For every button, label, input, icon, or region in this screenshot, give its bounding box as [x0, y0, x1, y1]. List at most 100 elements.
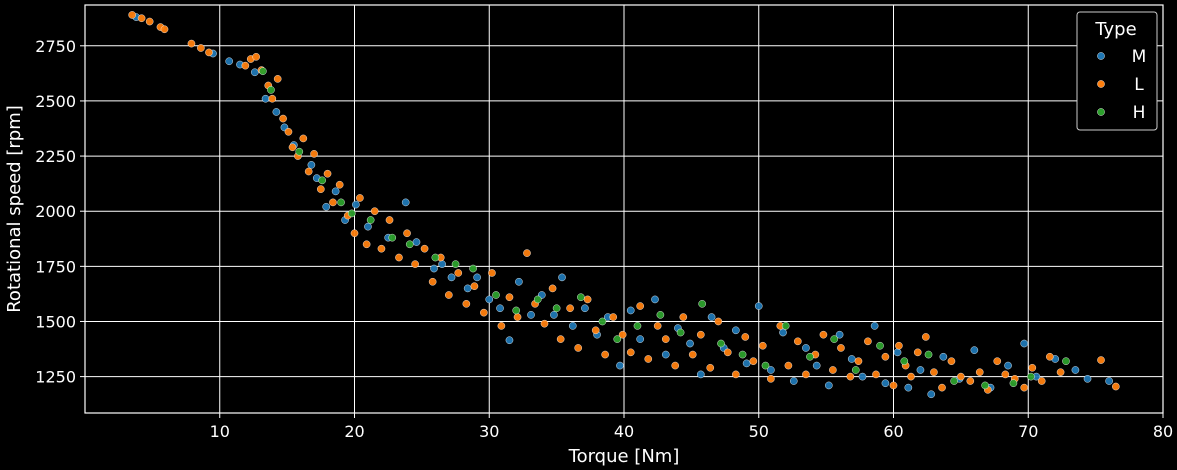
data-point-L: [304, 167, 313, 176]
data-point-L: [930, 368, 938, 377]
data-point-L: [505, 293, 514, 302]
legend: Type MLH: [1076, 11, 1158, 131]
data-point-L: [1037, 377, 1046, 385]
data-point-L: [1056, 368, 1065, 377]
legend-entries: MLH: [1097, 47, 1146, 123]
data-point-L: [819, 330, 828, 339]
data-point-L: [618, 330, 627, 339]
data-point-L: [513, 313, 522, 321]
y-tick-label: 1750: [35, 257, 76, 276]
data-point-H: [851, 366, 860, 374]
data-point-M: [626, 306, 635, 315]
y-tick-label: 2000: [35, 202, 76, 221]
data-point-M: [1020, 339, 1029, 348]
data-point-L: [938, 383, 946, 392]
data-point-L: [913, 348, 922, 357]
data-point-M: [939, 352, 948, 361]
data-point-L: [574, 344, 582, 352]
data-point-L: [583, 295, 592, 304]
data-point-M: [616, 361, 624, 370]
data-point-L: [1028, 363, 1037, 372]
data-point-M: [527, 311, 535, 319]
data-point-L: [609, 313, 618, 321]
data-point-L: [335, 180, 344, 189]
data-point-L: [356, 194, 364, 202]
data-point-L: [145, 17, 154, 26]
data-point-M: [812, 361, 821, 370]
data-point-L: [197, 44, 205, 52]
data-point-H: [761, 361, 770, 370]
data-point-H: [656, 311, 665, 319]
data-point-M: [767, 366, 775, 374]
data-point-L: [723, 348, 732, 357]
data-point-M: [651, 295, 659, 304]
x-tick-label: 40: [614, 422, 634, 441]
data-point-L: [829, 366, 837, 374]
data-point-L: [1001, 370, 1010, 379]
data-point-M: [412, 238, 421, 246]
data-point-L: [362, 240, 371, 249]
data-point-L: [1020, 383, 1029, 392]
legend-box: [1076, 11, 1158, 131]
data-point-M: [825, 381, 833, 390]
data-point-L: [187, 39, 196, 48]
data-point-M: [870, 322, 879, 330]
data-point-L: [273, 75, 282, 83]
data-point-H: [552, 304, 561, 313]
data-point-L: [591, 326, 600, 335]
data-point-H: [876, 341, 884, 350]
data-point-H: [698, 300, 706, 308]
data-point-M: [515, 277, 523, 286]
data-point-H: [512, 306, 521, 315]
data-point-H: [533, 295, 542, 304]
data-point-L: [252, 53, 260, 61]
data-point-L: [679, 313, 688, 321]
data-point-H: [267, 86, 275, 94]
data-point-M: [789, 377, 798, 385]
data-point-L: [784, 361, 793, 370]
data-point-H: [717, 339, 725, 348]
data-point-L: [323, 169, 332, 178]
data-point-L: [470, 282, 479, 290]
data-point-L: [671, 361, 680, 370]
data-point-H: [366, 216, 375, 224]
legend-marker-H: [1097, 108, 1105, 116]
data-point-L: [993, 357, 1002, 365]
data-point-L: [395, 253, 403, 262]
data-point-L: [1046, 352, 1054, 361]
data-point-L: [854, 357, 863, 365]
data-point-M: [1071, 366, 1080, 374]
data-point-L: [445, 291, 453, 299]
data-point-H: [405, 240, 414, 249]
data-point-H: [676, 328, 685, 337]
data-point-M: [463, 284, 472, 293]
data-point-M: [881, 379, 890, 388]
data-point-H: [738, 350, 747, 359]
y-tick-label: 2250: [35, 147, 76, 166]
data-point-M: [505, 336, 514, 345]
x-tick-label: 10: [210, 422, 230, 441]
data-point-M: [438, 260, 446, 268]
data-point-M: [707, 313, 716, 321]
data-point-M: [581, 304, 589, 313]
data-point-L: [661, 335, 670, 343]
data-point-M: [858, 372, 867, 381]
data-point-H: [950, 377, 958, 385]
data-point-L: [480, 308, 488, 317]
data-point-L: [922, 333, 930, 341]
data-point-L: [279, 114, 287, 123]
data-point-M: [742, 359, 751, 368]
data-point-H: [1009, 379, 1018, 388]
data-point-M: [893, 348, 902, 357]
data-point-M: [802, 344, 810, 352]
data-point-H: [388, 233, 397, 242]
data-point-L: [329, 198, 337, 207]
data-point-H: [469, 264, 477, 273]
data-point-M: [250, 68, 259, 77]
data-point-H: [900, 357, 909, 365]
data-point-M: [661, 350, 670, 359]
data-point-M: [447, 273, 456, 282]
legend-label-M: M: [1132, 47, 1147, 67]
